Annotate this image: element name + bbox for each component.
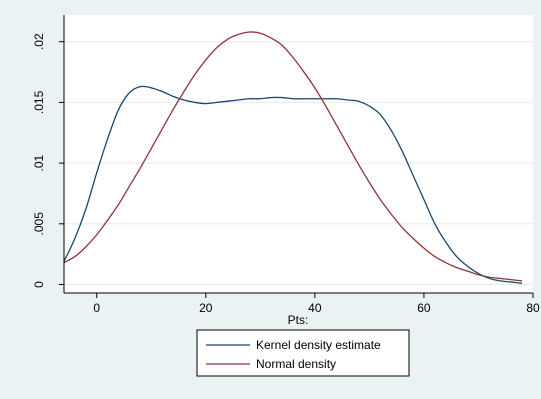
legend-label-normal-density: Normal density	[256, 357, 336, 371]
y-tick-label: .01	[32, 154, 46, 171]
kernel-density-line	[63, 85, 523, 284]
normal-density-line	[63, 31, 523, 282]
plot-area	[64, 15, 533, 293]
legend-label-kernel-density: Kernel density estimate	[256, 338, 381, 352]
legend: Kernel density estimate Normal density	[196, 329, 410, 377]
y-axis-ticks: 0 .005 .01 .015 .02	[32, 33, 64, 288]
x-tick-label: 20	[199, 301, 213, 315]
y-tick-label: 0	[32, 281, 46, 288]
x-axis-title: Pts:	[288, 313, 309, 327]
y-tick-label: .005	[32, 212, 46, 236]
grid-lines	[64, 41, 533, 286]
y-tick-label: .015	[32, 90, 46, 114]
legend-box	[196, 329, 410, 377]
x-axis-ticks: 0 20 40 60 80	[93, 293, 540, 315]
x-tick-label: 60	[417, 301, 431, 315]
x-tick-label: 80	[526, 301, 540, 315]
x-tick-label: 0	[93, 301, 100, 315]
y-tick-label: .02	[32, 33, 46, 50]
axes	[63, 15, 533, 294]
x-tick-label: 40	[308, 301, 322, 315]
series-layer	[63, 31, 523, 284]
